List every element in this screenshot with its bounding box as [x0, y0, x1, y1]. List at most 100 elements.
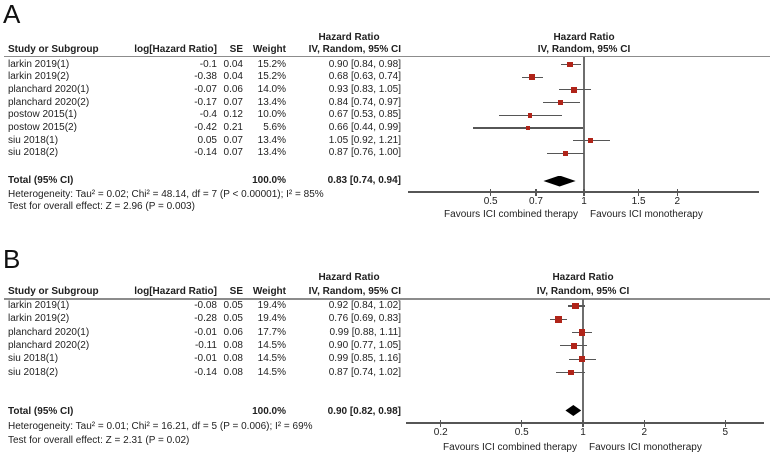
study-name: planchard 2020(1): [8, 326, 90, 338]
axis-tick: [521, 419, 523, 428]
study-name: siu 2018(2): [8, 147, 59, 159]
study-ci-text: 0.87 [0.74, 1.02]: [328, 366, 401, 378]
study-ci-text: 0.99 [0.85, 1.16]: [328, 353, 401, 365]
plot-header-method: IV, Random, 95% CI: [537, 44, 631, 55]
axis-tick-label: 0.7: [529, 195, 543, 207]
study-ci-text: 0.90 [0.77, 1.05]: [328, 339, 401, 351]
axis-tick: [490, 188, 492, 197]
study-se: 0.04: [223, 71, 243, 83]
total-ci-text: 0.90 [0.82, 0.98]: [327, 405, 401, 417]
study-name: larkin 2019(2): [8, 313, 70, 325]
effect-marker: [587, 137, 594, 144]
study-se: 0.08: [223, 353, 243, 365]
study-se: 0.08: [223, 366, 243, 378]
effect-marker: [567, 369, 574, 376]
axis-tick-label: 5: [722, 426, 729, 438]
study-ci-text: 0.84 [0.74, 0.97]: [328, 96, 401, 108]
study-se: 0.07: [223, 147, 243, 159]
axis-line: [406, 422, 764, 424]
study-loghr: -0.14: [194, 366, 217, 378]
col-header-se: SE: [229, 44, 243, 55]
axis-tick: [724, 419, 726, 428]
plot-header-title: Hazard Ratio: [552, 271, 614, 283]
study-weight: 14.5%: [257, 353, 286, 365]
effect-marker: [579, 356, 585, 363]
study-weight: 14.5%: [257, 366, 286, 378]
axis-tick: [440, 419, 442, 428]
study-weight: 10.0%: [257, 109, 286, 121]
header-rule: [4, 298, 770, 300]
study-se: 0.05: [223, 313, 243, 325]
col-header-effect-title: Hazard Ratio: [318, 271, 380, 283]
effect-marker: [571, 87, 578, 93]
axis-tick: [643, 419, 645, 428]
study-loghr: -0.42: [194, 122, 217, 133]
study-ci-text: 0.67 [0.53, 0.85]: [328, 109, 401, 121]
study-loghr: -0.4: [199, 109, 217, 121]
study-se: 0.07: [223, 96, 243, 108]
axis-tick: [676, 188, 678, 197]
study-se: 0.08: [223, 339, 243, 351]
col-header-loghr: log[Hazard Ratio]: [134, 44, 217, 55]
study-se: 0.21: [223, 122, 243, 133]
study-name: postow 2015(1): [8, 109, 77, 121]
study-weight: 14.0%: [257, 83, 286, 95]
study-loghr: -0.01: [194, 353, 217, 365]
axis-tick: [583, 188, 585, 197]
heterogeneity-text: Heterogeneity: Tau² = 0.01; Chi² = 16.21…: [8, 421, 313, 432]
study-name: planchard 2020(2): [8, 339, 90, 351]
study-ci-text: 0.93 [0.83, 1.05]: [328, 83, 401, 95]
study-weight: 15.2%: [257, 71, 286, 83]
plot-header-title: Hazard Ratio: [553, 32, 615, 43]
null-line: [583, 56, 585, 192]
axis-tick-label: 1: [581, 195, 587, 207]
study-ci-text: 0.68 [0.63, 0.74]: [328, 71, 401, 83]
study-se: 0.07: [223, 134, 243, 146]
study-loghr: -0.28: [194, 313, 217, 325]
study-loghr: -0.1: [199, 58, 217, 70]
col-header-study: Study or Subgroup: [8, 44, 99, 55]
study-ci-text: 0.76 [0.69, 0.83]: [328, 313, 401, 325]
col-header-effect-method: IV, Random, 95% CI: [308, 44, 401, 55]
study-name: larkin 2019(2): [8, 71, 70, 83]
study-loghr: -0.17: [194, 96, 217, 108]
study-weight: 19.4%: [257, 313, 286, 325]
heterogeneity-text: Heterogeneity: Tau² = 0.02; Chi² = 48.14…: [8, 188, 324, 200]
study-name: planchard 2020(2): [8, 96, 90, 108]
study-weight: 17.7%: [257, 326, 286, 338]
overall-effect-text: Test for overall effect: Z = 2.31 (P = 0…: [8, 434, 190, 446]
study-weight: 15.2%: [257, 58, 286, 70]
effect-marker: [555, 315, 563, 323]
axis-tick: [535, 188, 537, 197]
axis-tick-label: 1: [580, 426, 586, 438]
study-name: larkin 2019(1): [8, 58, 70, 70]
study-ci-text: 1.05 [0.92, 1.21]: [328, 134, 401, 146]
study-name: larkin 2019(1): [8, 300, 70, 311]
col-header-loghr: log[Hazard Ratio]: [134, 286, 217, 297]
study-name: siu 2018(1): [8, 353, 59, 365]
effect-marker: [578, 329, 586, 336]
col-header-se: SE: [229, 286, 243, 297]
col-header-effect-method: IV, Random, 95% CI: [308, 286, 401, 297]
study-loghr: -0.38: [194, 71, 217, 83]
footer-left-label: Favours ICI combined therapy: [443, 442, 577, 453]
study-weight: 19.4%: [257, 300, 286, 311]
effect-marker: [529, 74, 535, 81]
panel-letter: A: [3, 0, 21, 29]
study-ci-text: 0.66 [0.44, 0.99]: [328, 122, 401, 133]
study-ci-text: 0.87 [0.76, 1.00]: [328, 147, 401, 159]
axis-tick-label: 2: [641, 426, 648, 438]
header-rule: [4, 55, 770, 58]
panel-letter: B: [3, 244, 21, 274]
study-se: 0.04: [223, 58, 243, 70]
study-weight: 5.6%: [263, 122, 286, 133]
study-loghr: -0.07: [194, 83, 217, 95]
total-label: Total (95% CI): [8, 175, 74, 186]
axis-tick-label: 0.5: [483, 195, 498, 207]
total-ci-text: 0.83 [0.74, 0.94]: [327, 175, 401, 186]
effect-marker: [526, 126, 530, 130]
axis-tick-label: 0.2: [433, 426, 448, 438]
study-weight: 13.4%: [257, 134, 286, 146]
